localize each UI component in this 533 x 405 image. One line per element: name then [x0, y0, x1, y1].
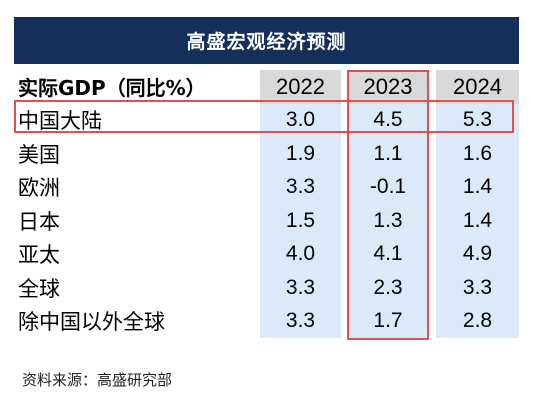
- value-cell: 3.3: [260, 271, 341, 305]
- value-cell: 1.6: [436, 137, 519, 171]
- table-row: 亚太 4.0 4.1 4.9: [14, 237, 519, 271]
- value-cell: 4.0: [260, 237, 341, 271]
- table-row: 美国 1.9 1.1 1.6: [14, 137, 519, 171]
- column-header: 2024: [436, 70, 519, 104]
- column-header: 2023: [348, 70, 428, 104]
- value-cell: 4.5: [348, 103, 428, 137]
- row-header-label: 实际GDP（同比%）: [18, 76, 206, 101]
- table-title: 高盛宏观经济预测: [14, 17, 519, 64]
- value-cell: 3.3: [260, 304, 341, 338]
- value-cell: 5.3: [436, 103, 519, 137]
- table-row: 除中国以外全球 3.3 1.7 2.8: [14, 304, 519, 338]
- value-cell: 2.3: [348, 271, 428, 305]
- table-row: 欧洲 3.3 -0.1 1.4: [14, 170, 519, 204]
- column-header: 2022: [260, 70, 341, 104]
- value-cell: 1.1: [348, 137, 428, 171]
- table-row: 日本 1.5 1.3 1.4: [14, 204, 519, 238]
- value-cell: 3.3: [436, 271, 519, 305]
- value-cell: 4.1: [348, 237, 428, 271]
- value-cell: 3.0: [260, 103, 341, 137]
- table-row: 中国大陆 3.0 4.5 5.3: [14, 103, 519, 137]
- region-label: 美国: [18, 142, 60, 167]
- region-label: 中国大陆: [18, 109, 102, 134]
- value-cell: 1.3: [348, 204, 428, 238]
- source-note: 资料来源：高盛研究部: [22, 371, 173, 389]
- value-cell: 1.4: [436, 170, 519, 204]
- value-cell: 1.4: [436, 204, 519, 238]
- value-cell: -0.1: [348, 170, 428, 204]
- region-label: 亚太: [18, 243, 60, 268]
- value-cell: 3.3: [260, 170, 341, 204]
- table-header-row: 实际GDP（同比%） 2022 2023 2024: [14, 70, 519, 104]
- value-cell: 1.7: [348, 304, 428, 338]
- table-row: 全球 3.3 2.3 3.3: [14, 271, 519, 305]
- value-cell: 4.9: [436, 237, 519, 271]
- region-label: 全球: [18, 276, 60, 301]
- value-cell: 2.8: [436, 304, 519, 338]
- gdp-forecast-table: 实际GDP（同比%） 2022 2023 2024 中国大陆 3.0 4.5 5.3 美…: [14, 70, 519, 340]
- region-label: 欧洲: [18, 176, 60, 201]
- value-cell: 1.5: [260, 204, 341, 238]
- region-label: 日本: [18, 209, 60, 234]
- table-body: 中国大陆 3.0 4.5 5.3 美国 1.9 1.1 1.6 欧洲 3.3 -0.1 1.4 日本 1.…: [14, 103, 519, 338]
- value-cell: 1.9: [260, 137, 341, 171]
- region-label: 除中国以外全球: [18, 310, 165, 335]
